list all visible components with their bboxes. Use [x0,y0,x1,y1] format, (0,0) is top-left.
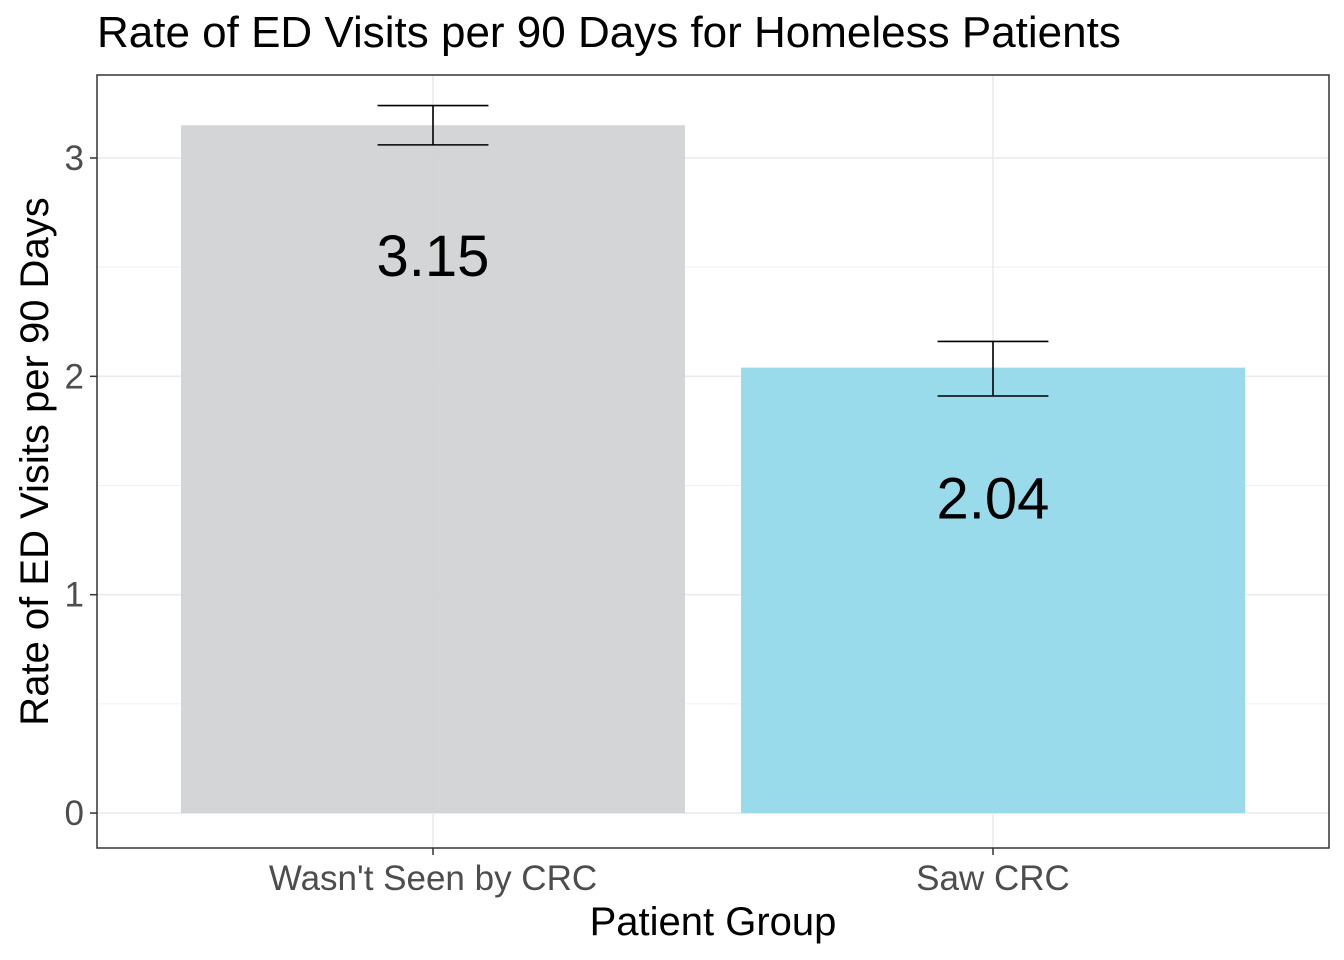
plot-panel-border [96,74,1330,849]
data-label-0: 3.15 [377,224,490,289]
error-bars [377,104,1049,397]
x-axis-title: Patient Group [590,900,837,944]
chart-title: Rate of ED Visits per 90 Days for Homele… [97,8,1121,57]
bars [181,125,1245,814]
data-labels: 3.15 2.04 [377,224,1050,531]
y-tick-label: 1 [65,576,84,615]
y-tick-label: 2 [65,357,84,396]
y-tick-label: 0 [65,794,84,833]
y-axis-title: Rate of ED Visits per 90 Days [13,197,57,725]
axes: 0 1 2 3 Wasn't Seen by CRC Saw CRC [65,139,1070,898]
y-tick-label: 3 [65,139,84,178]
bar-0 [181,125,685,814]
x-tick-label: Saw CRC [916,859,1070,898]
data-label-1: 2.04 [937,467,1050,532]
bar-1 [741,367,1245,814]
x-tick-label: Wasn't Seen by CRC [269,859,597,898]
